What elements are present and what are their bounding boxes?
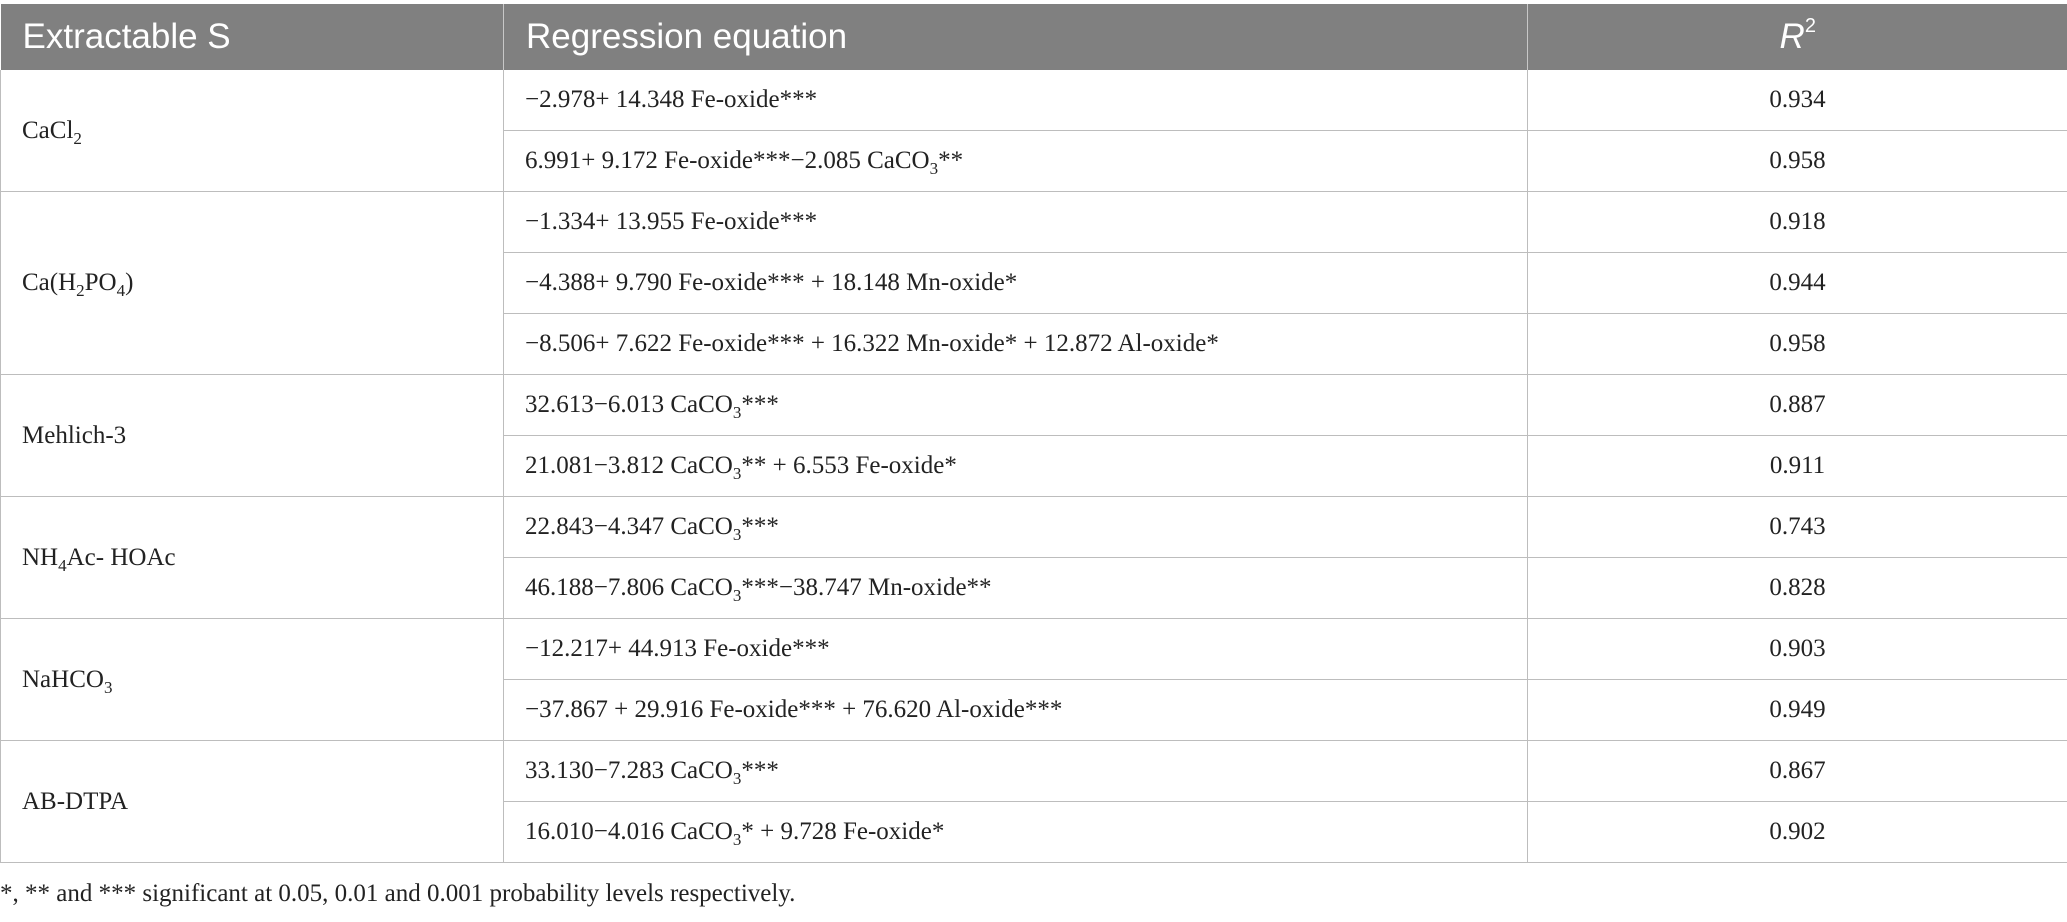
r2-value-cell: 0.867	[1527, 740, 2067, 802]
subscript-text: 3	[732, 525, 742, 544]
header-equation: Regression equation	[503, 4, 1528, 70]
text-segment: Ca(H	[22, 269, 77, 296]
subscript-text: 2	[76, 281, 85, 300]
text-segment: 21.081−3.812 CaCO	[525, 452, 733, 479]
regression-equation-cell: 21.081−3.812 CaCO3** + 6.553 Fe-oxide*	[503, 435, 1528, 497]
regression-equation-cell: −12.217+ 44.913 Fe-oxide***	[503, 618, 1528, 680]
regression-equation-cell: −1.334+ 13.955 Fe-oxide***	[503, 191, 1528, 253]
regression-table-container: Extractable S Regression equation R2 CaC…	[0, 4, 2067, 863]
text-segment: PO	[84, 269, 117, 296]
text-segment: Mehlich-3	[22, 421, 127, 449]
subscript-text: 3	[732, 403, 742, 422]
r2-value-cell: 0.958	[1527, 313, 2067, 375]
text-segment: −12.217+ 44.913 Fe-oxide***	[525, 635, 830, 662]
text-segment: ***−38.747 Mn-oxide**	[741, 574, 992, 601]
regression-equation-cell: 33.130−7.283 CaCO3***	[503, 740, 1528, 802]
r2-value-cell: 0.887	[1527, 374, 2067, 436]
table-row: 46.188−7.806 CaCO3***−38.747 Mn-oxide** 0…	[1, 557, 2067, 619]
text-segment: )	[125, 269, 134, 296]
r2-value-cell: 0.949	[1527, 679, 2067, 741]
subscript-text: 2	[73, 128, 82, 148]
subscript-text: 3	[103, 677, 113, 697]
table-row: NH4Ac- HOAc 22.843−4.347 CaCO3*** 0.743	[0, 496, 2067, 619]
extractable-s-cell: AB-DTPA	[0, 740, 504, 863]
table-row: 6.991+ 9.172 Fe-oxide***−2.085 CaCO3** 0.…	[1, 130, 2067, 192]
text-segment: 6.991+ 9.172 Fe-oxide***−2.085 CaCO	[525, 147, 930, 174]
text-segment: 32.613−6.013 CaCO	[525, 391, 733, 418]
regression-equation-cell: −8.506+ 7.622 Fe-oxide*** + 16.322 Mn-ox…	[503, 313, 1528, 375]
regression-equation-cell: 22.843−4.347 CaCO3***	[503, 496, 1528, 558]
text-segment: ***	[741, 513, 779, 540]
subscript-text: 3	[732, 769, 742, 788]
regression-table: Extractable S Regression equation R2 CaC…	[0, 4, 2067, 863]
text-segment: 22.843−4.347 CaCO	[525, 513, 733, 540]
subscript-text: 3	[732, 464, 742, 483]
table-row: −37.867 + 29.916 Fe-oxide*** + 76.620 Al…	[1, 679, 2067, 741]
extractable-s-cell: Mehlich-3	[0, 374, 504, 497]
subscript-text: 3	[732, 830, 742, 849]
regression-equation-cell: −4.388+ 9.790 Fe-oxide*** + 18.148 Mn-ox…	[503, 252, 1528, 314]
regression-equation-cell: 46.188−7.806 CaCO3***−38.747 Mn-oxide**	[503, 557, 1528, 619]
text-segment: 33.130−7.283 CaCO	[525, 757, 733, 784]
text-segment: CaCl	[22, 116, 74, 144]
regression-equation-cell: 16.010−4.016 CaCO3* + 9.728 Fe-oxide*	[503, 801, 1528, 863]
text-segment: 16.010−4.016 CaCO	[525, 818, 733, 845]
extractable-s-cell: Ca(H2PO4)	[0, 191, 504, 375]
r2-value-cell: 0.918	[1527, 191, 2067, 253]
text-segment: ***	[741, 391, 779, 418]
r2-value-cell: 0.944	[1527, 252, 2067, 314]
text-segment: 46.188−7.806 CaCO	[525, 574, 733, 601]
subscript-text: 3	[732, 586, 742, 605]
subscript-text: 4	[116, 281, 126, 300]
text-segment: −8.506+ 7.622 Fe-oxide*** + 16.322 Mn-ox…	[525, 330, 1219, 357]
regression-equation-cell: 32.613−6.013 CaCO3***	[503, 374, 1528, 436]
header-r2-superscript: 2	[1804, 15, 1816, 37]
r2-value-cell: 0.903	[1527, 618, 2067, 680]
regression-equation-cell: −2.978+ 14.348 Fe-oxide***	[503, 70, 1528, 131]
text-segment: ** + 6.553 Fe-oxide*	[741, 452, 957, 479]
text-segment: −1.334+ 13.955 Fe-oxide***	[525, 208, 818, 235]
extractable-s-cell: NH4Ac- HOAc	[0, 496, 504, 619]
r2-value-cell: 0.934	[1527, 70, 2067, 131]
table-row: NaHCO3 −12.217+ 44.913 Fe-oxide*** 0.903	[0, 618, 2067, 741]
table-row: −8.506+ 7.622 Fe-oxide*** + 16.322 Mn-ox…	[1, 313, 2067, 375]
regression-equation-cell: −37.867 + 29.916 Fe-oxide*** + 76.620 Al…	[503, 679, 1528, 741]
table-row: 21.081−3.812 CaCO3** + 6.553 Fe-oxide* 0.…	[1, 435, 2067, 497]
text-segment: Ac- HOAc	[66, 543, 176, 571]
r2-value-cell: 0.743	[1527, 496, 2067, 558]
table-footnote: *, ** and *** significant at 0.05, 0.01 …	[0, 880, 796, 907]
text-segment: ***	[741, 757, 779, 784]
table-row: Mehlich-3 32.613−6.013 CaCO3*** 0.887	[0, 374, 2067, 497]
table-row: 16.010−4.016 CaCO3* + 9.728 Fe-oxide* 0.9…	[1, 801, 2067, 863]
header-r2-symbol: R	[1779, 17, 1805, 56]
subscript-text: 3	[929, 159, 939, 178]
text-segment: −2.978+ 14.348 Fe-oxide***	[525, 86, 818, 113]
text-segment: NH	[22, 543, 59, 571]
text-segment: −4.388+ 9.790 Fe-oxide*** + 18.148 Mn-ox…	[525, 269, 1018, 296]
table-row: CaCl2 −2.978+ 14.348 Fe-oxide*** 0.934	[0, 70, 2067, 192]
table-body: CaCl2 −2.978+ 14.348 Fe-oxide*** 0.934 6.99…	[0, 70, 2067, 863]
table-row: −4.388+ 9.790 Fe-oxide*** + 18.148 Mn-ox…	[1, 252, 2067, 314]
subscript-text: 4	[58, 555, 67, 575]
table-row: AB-DTPA 33.130−7.283 CaCO3*** 0.867	[0, 740, 2067, 863]
r2-value-cell: 0.902	[1527, 801, 2067, 863]
regression-equation-cell: 6.991+ 9.172 Fe-oxide***−2.085 CaCO3**	[503, 130, 1528, 192]
text-segment: AB-DTPA	[22, 787, 129, 815]
r2-value-cell: 0.828	[1527, 557, 2067, 619]
header-r2: R2	[1527, 4, 2067, 70]
extractable-s-cell: CaCl2	[0, 70, 504, 192]
table-row: Ca(H2PO4) −1.334+ 13.955 Fe-oxide*** 0.918	[0, 191, 2067, 375]
text-segment: **	[938, 147, 964, 174]
text-segment: NaHCO	[22, 665, 104, 693]
text-segment: −37.867 + 29.916 Fe-oxide*** + 76.620 Al…	[525, 696, 1063, 723]
r2-value-cell: 0.911	[1527, 435, 2067, 497]
r2-value-cell: 0.958	[1527, 130, 2067, 192]
text-segment: * + 9.728 Fe-oxide*	[741, 818, 945, 845]
table-header-row: Extractable S Regression equation R2	[0, 4, 2067, 70]
extractable-s-cell: NaHCO3	[0, 618, 504, 741]
header-extractable: Extractable S	[0, 4, 504, 70]
